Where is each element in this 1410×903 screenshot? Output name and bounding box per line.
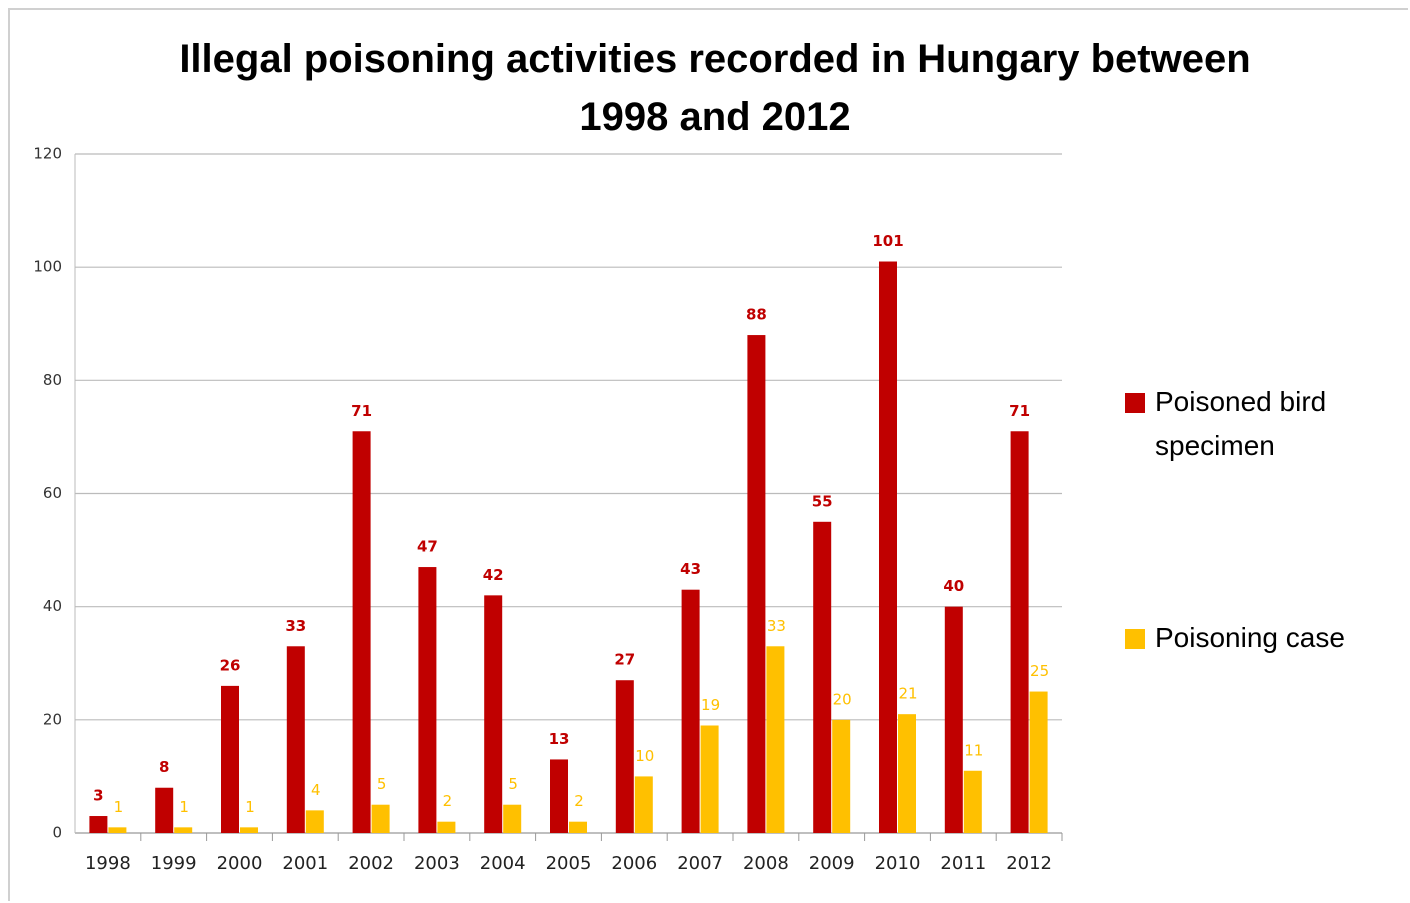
x-tick-label: 2004 <box>480 853 526 874</box>
data-label: 3 <box>93 787 103 805</box>
y-tick-label: 40 <box>43 597 62 615</box>
data-label: 10 <box>635 747 654 765</box>
bar <box>569 821 587 833</box>
bar <box>634 776 653 833</box>
legend-swatch <box>1125 393 1145 413</box>
data-label: 88 <box>746 306 767 324</box>
x-tick-label: 2012 <box>1006 853 1052 874</box>
data-label: 25 <box>1030 662 1049 680</box>
data-label: 8 <box>159 758 169 776</box>
bar <box>898 714 916 833</box>
y-tick-label: 60 <box>43 484 62 502</box>
bar <box>813 521 832 833</box>
x-tick-label: 2010 <box>875 853 921 874</box>
data-label: 55 <box>812 492 833 510</box>
bar <box>747 335 766 833</box>
data-label: 19 <box>701 696 720 714</box>
bar <box>832 719 851 833</box>
x-tick-label: 2007 <box>677 853 723 874</box>
bar <box>963 770 982 833</box>
x-tick-label: 2009 <box>809 853 855 874</box>
bar <box>240 827 258 833</box>
bar <box>944 606 963 833</box>
bar <box>700 725 719 833</box>
data-label: 43 <box>680 560 701 578</box>
data-label: 33 <box>285 617 306 635</box>
bar <box>766 646 785 833</box>
bar <box>305 810 324 833</box>
data-label: 13 <box>549 730 570 748</box>
data-label: 42 <box>483 566 504 584</box>
bar <box>484 595 503 833</box>
frame <box>8 8 1408 901</box>
x-tick-label: 2003 <box>414 853 460 874</box>
x-tick-label: 2008 <box>743 853 789 874</box>
data-label: 26 <box>220 656 241 674</box>
data-label: 1 <box>114 798 124 816</box>
x-tick-label: 2006 <box>611 853 657 874</box>
bar <box>371 804 390 833</box>
bar <box>437 821 456 833</box>
bar <box>681 589 700 833</box>
x-tick-label: 1999 <box>151 853 197 874</box>
y-tick-label: 0 <box>52 824 62 842</box>
x-tick-label: 2001 <box>282 853 328 874</box>
bar <box>418 567 437 833</box>
y-tick-label: 120 <box>33 145 62 163</box>
data-label: 101 <box>872 232 903 250</box>
y-tick-label: 80 <box>43 371 62 389</box>
data-label: 21 <box>898 685 917 703</box>
bar <box>108 827 127 833</box>
data-label: 27 <box>614 651 635 669</box>
x-tick-label: 2002 <box>348 853 394 874</box>
data-label: 71 <box>1009 402 1030 420</box>
data-label: 40 <box>943 577 964 595</box>
x-tick-label: 1998 <box>85 853 131 874</box>
x-tick-label: 2011 <box>940 853 986 874</box>
bar <box>503 804 522 833</box>
bar <box>550 759 568 833</box>
x-tick-label: 2000 <box>217 853 263 874</box>
legend-swatch <box>1125 629 1145 649</box>
chart-title: Illegal poisoning activities recorded in… <box>179 37 1251 139</box>
bar <box>89 816 108 833</box>
data-label: 47 <box>417 538 438 556</box>
data-label: 11 <box>964 741 983 759</box>
bar <box>352 431 371 833</box>
y-tick-label: 100 <box>33 258 62 276</box>
legend-label: Poisoning case <box>1155 622 1345 653</box>
data-label: 5 <box>377 775 387 793</box>
data-label: 20 <box>833 690 852 708</box>
bar <box>1029 691 1048 833</box>
bar <box>615 680 634 833</box>
bar <box>174 827 193 833</box>
x-tick-label: 2005 <box>546 853 592 874</box>
bar <box>286 646 305 833</box>
bar <box>221 685 239 833</box>
bar <box>155 787 174 833</box>
bar <box>1010 431 1029 833</box>
data-label: 2 <box>443 792 453 810</box>
data-label: 5 <box>508 775 518 793</box>
data-label: 1 <box>245 798 255 816</box>
data-label: 2 <box>574 792 584 810</box>
legend-label: Poisoned bird specimen <box>1155 386 1327 461</box>
data-label: 4 <box>311 781 321 799</box>
y-tick-label: 20 <box>43 710 62 728</box>
data-label: 71 <box>351 402 372 420</box>
data-label: 1 <box>179 798 189 816</box>
data-label: 33 <box>767 617 786 635</box>
bar <box>879 261 897 834</box>
